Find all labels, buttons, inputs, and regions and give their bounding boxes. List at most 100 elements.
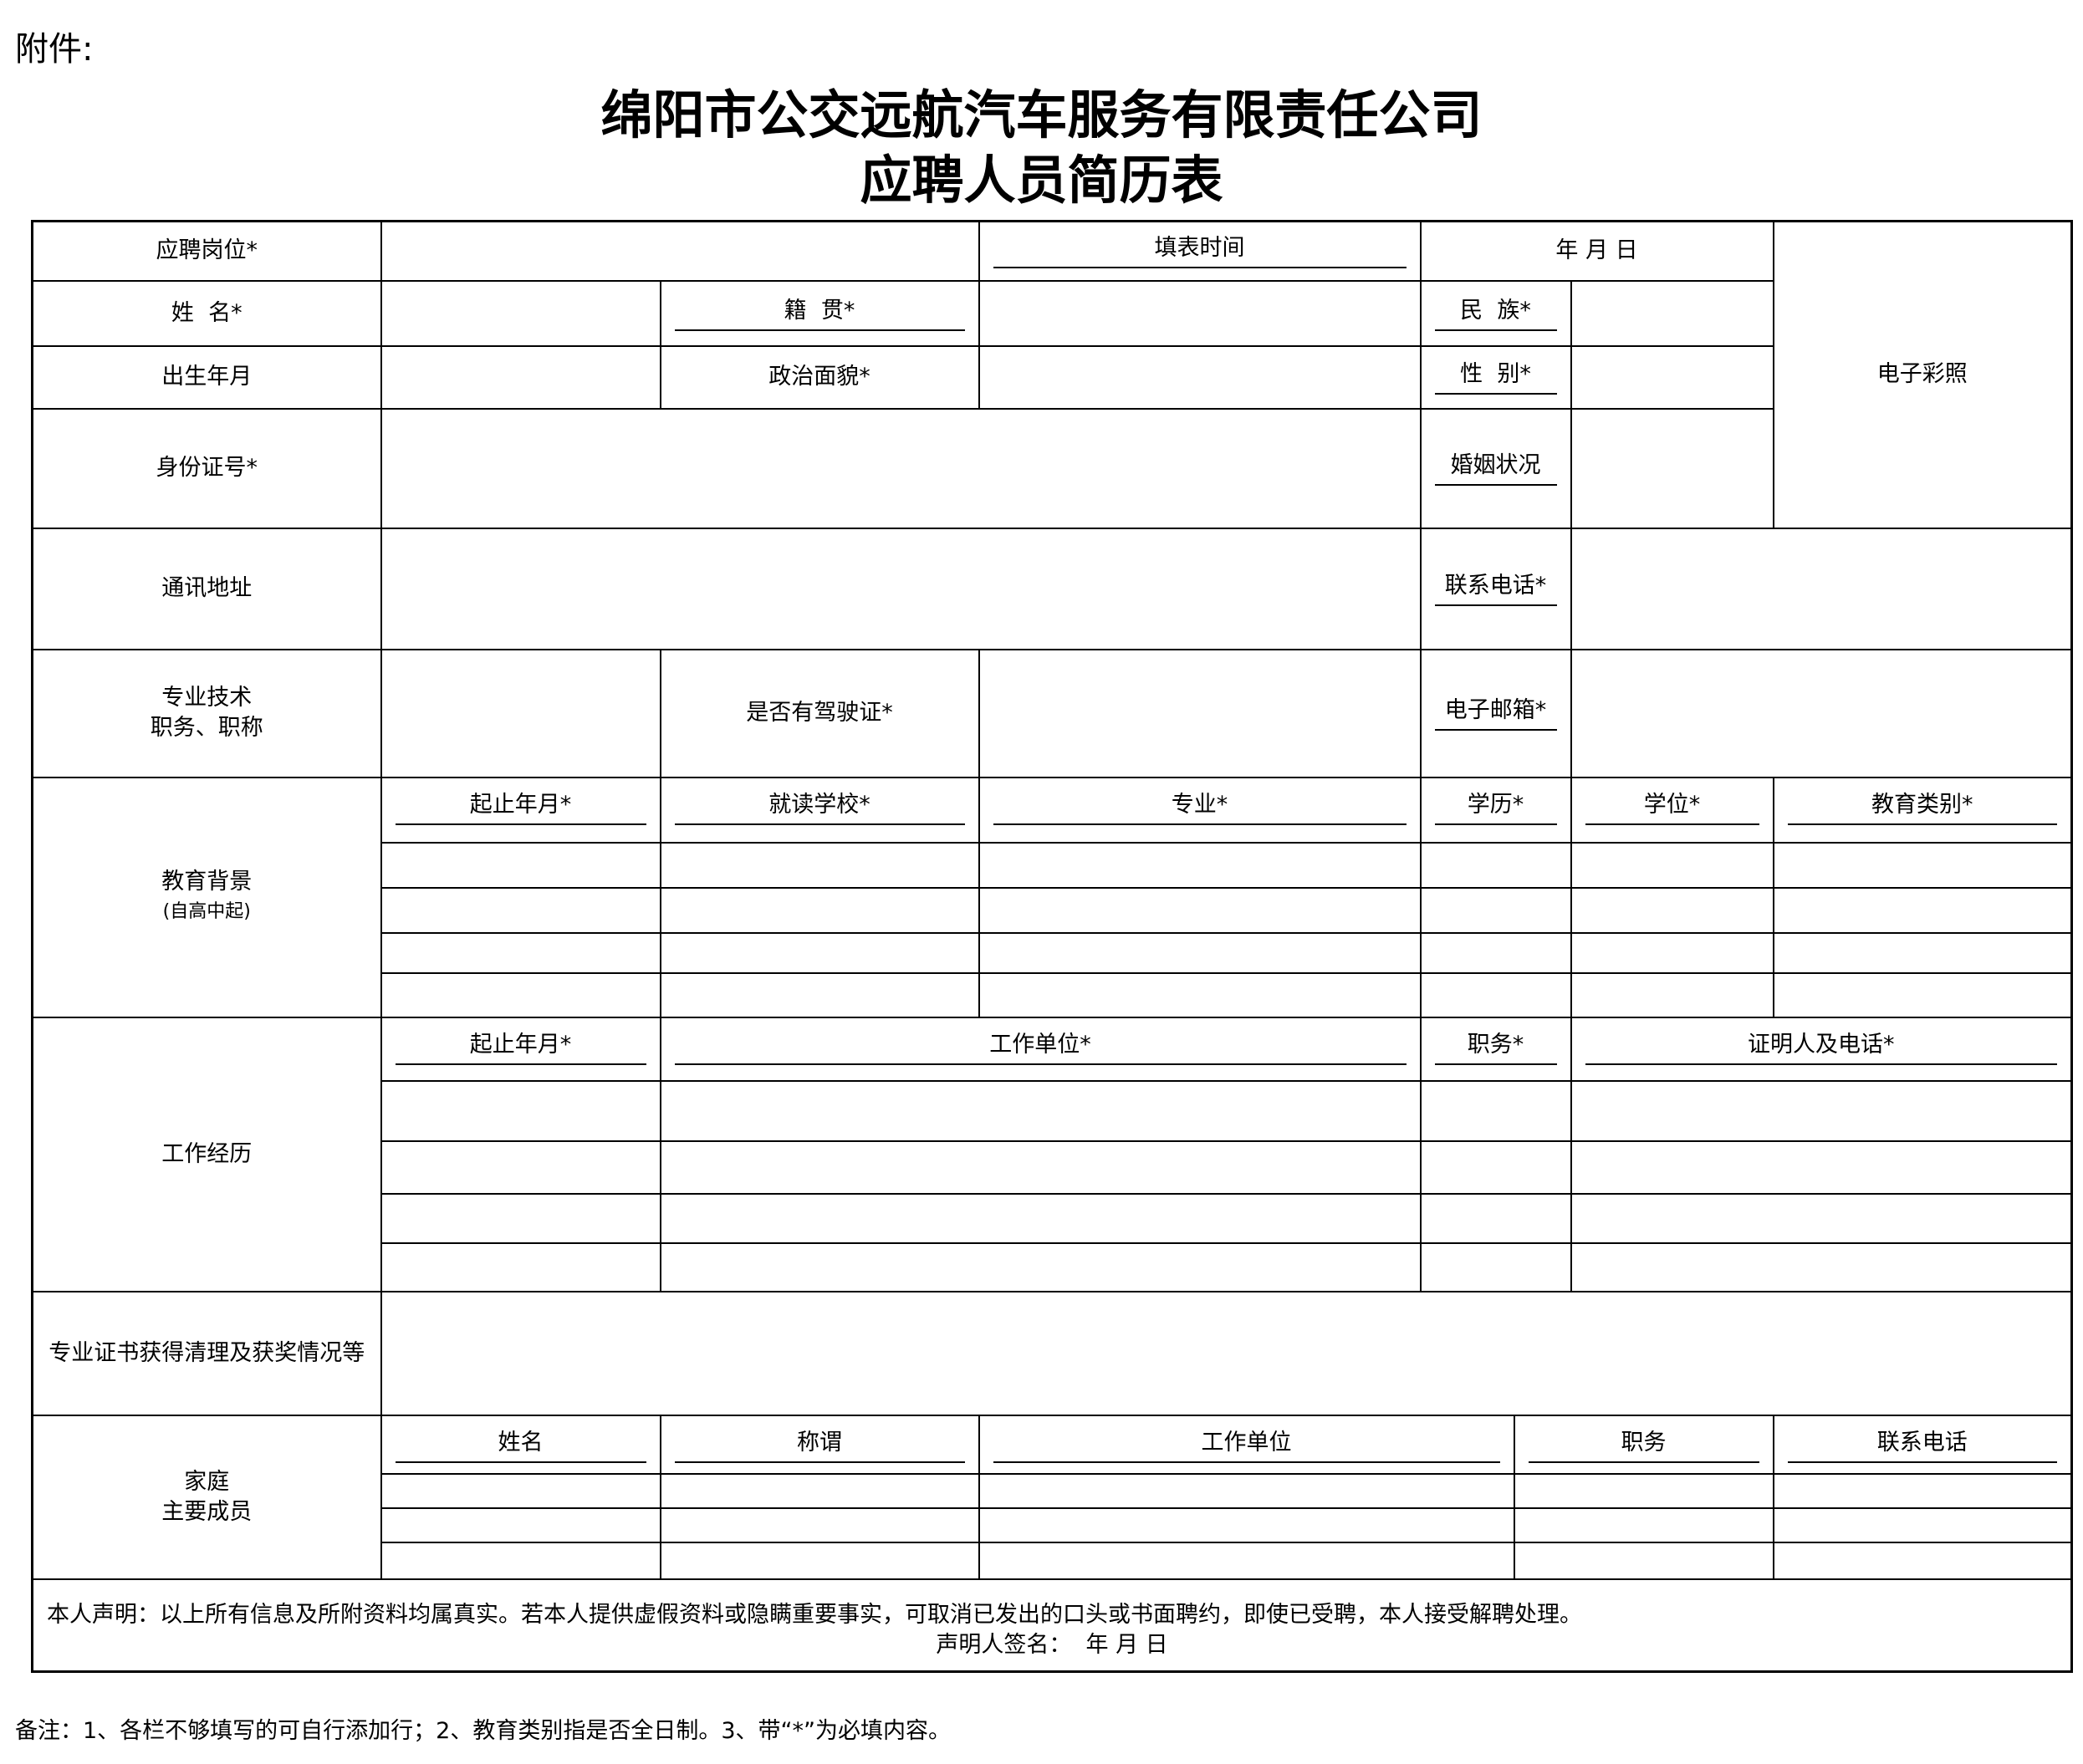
cell[interactable] xyxy=(1772,1541,2073,1580)
cell[interactable] xyxy=(380,1241,661,1292)
family-header: 职务 xyxy=(1513,1414,1774,1475)
cell[interactable] xyxy=(978,931,1422,974)
cell[interactable] xyxy=(1570,1192,2073,1244)
cell[interactable] xyxy=(1570,1139,2073,1195)
cell[interactable] xyxy=(1419,1192,1572,1244)
email-field[interactable] xyxy=(1570,648,2073,778)
cell[interactable] xyxy=(1513,1472,1774,1509)
cell[interactable] xyxy=(1419,1079,1572,1142)
cell[interactable] xyxy=(1419,1241,1572,1292)
education-label: 教育背景 (自高中起) xyxy=(31,776,382,1018)
gender-field[interactable] xyxy=(1570,344,1774,410)
gender-label: 性 别* xyxy=(1419,344,1572,410)
cell[interactable] xyxy=(380,971,661,1018)
cell[interactable] xyxy=(1419,886,1572,934)
cell[interactable] xyxy=(1419,841,1572,889)
birth-field[interactable] xyxy=(380,344,661,410)
cell[interactable] xyxy=(1570,886,1774,934)
fill-date-field[interactable]: 年 月 日 xyxy=(1419,220,1774,282)
cell[interactable] xyxy=(659,1192,1422,1244)
professional-title-label: 专业技术 职务、职称 xyxy=(31,648,382,778)
cell[interactable] xyxy=(659,886,980,934)
ethnicity-field[interactable] xyxy=(1570,279,1774,347)
family-header: 姓名 xyxy=(380,1414,661,1475)
marital-field[interactable] xyxy=(1570,407,1774,529)
cell[interactable] xyxy=(978,841,1422,889)
license-field[interactable] xyxy=(978,648,1422,778)
cell[interactable] xyxy=(659,1241,1422,1292)
cell[interactable] xyxy=(978,1507,1515,1543)
cell[interactable] xyxy=(659,1507,980,1543)
work-row xyxy=(33,1192,2073,1244)
edu-header: 教育类别* xyxy=(1772,776,2073,844)
education-row xyxy=(33,841,2073,889)
edu-header: 就读学校* xyxy=(659,776,980,844)
declaration-text: 本人声明：以上所有信息及所附资料均属真实。若本人提供虚假资料或隐瞒重要事实，可取… xyxy=(47,1601,1582,1628)
cell[interactable] xyxy=(380,1139,661,1195)
cell[interactable] xyxy=(380,1507,661,1543)
cell[interactable] xyxy=(978,886,1422,934)
education-row xyxy=(33,886,2073,934)
cell[interactable] xyxy=(659,971,980,1018)
work-header: 起止年月* xyxy=(380,1016,661,1082)
cell[interactable] xyxy=(1570,841,1774,889)
family-header: 工作单位 xyxy=(978,1414,1515,1475)
cell[interactable] xyxy=(380,1192,661,1244)
name-field[interactable] xyxy=(380,279,661,347)
cell[interactable] xyxy=(1772,1507,2073,1543)
email-label: 电子邮箱* xyxy=(1419,648,1572,778)
phone-label: 联系电话* xyxy=(1419,527,1572,650)
cell[interactable] xyxy=(1513,1507,1774,1543)
professional-title-field[interactable] xyxy=(380,648,661,778)
cell[interactable] xyxy=(1570,931,1774,974)
cell[interactable] xyxy=(380,931,661,974)
cell[interactable] xyxy=(1570,1079,2073,1142)
cell[interactable] xyxy=(1772,841,2073,889)
page-subtitle: 应聘人员简历表 xyxy=(860,150,1223,211)
cell[interactable] xyxy=(978,1472,1515,1509)
cell[interactable] xyxy=(978,971,1422,1018)
cell[interactable] xyxy=(1772,971,2073,1018)
position-label: 应聘岗位* xyxy=(31,220,382,282)
cell[interactable] xyxy=(659,931,980,974)
cell[interactable] xyxy=(380,886,661,934)
cell[interactable] xyxy=(1419,931,1572,974)
photo-field[interactable]: 电子彩照 xyxy=(1772,220,2073,529)
work-header: 职务* xyxy=(1419,1016,1572,1082)
political-field[interactable] xyxy=(978,344,1422,410)
declaration-signature[interactable]: 声明人签名： 年 月 日 xyxy=(936,1631,1168,1658)
cell[interactable] xyxy=(659,1541,980,1580)
cell[interactable] xyxy=(659,841,980,889)
cell[interactable] xyxy=(659,1472,980,1509)
work-row xyxy=(33,1139,2073,1195)
cell[interactable] xyxy=(1772,1472,2073,1509)
cell[interactable] xyxy=(380,1472,661,1509)
cell[interactable] xyxy=(1772,931,2073,974)
cell[interactable] xyxy=(659,1079,1422,1142)
cell[interactable] xyxy=(380,841,661,889)
certificates-field[interactable] xyxy=(380,1290,2073,1416)
family-header: 联系电话 xyxy=(1772,1414,2073,1475)
cell[interactable] xyxy=(1513,1541,1774,1580)
id-number-field[interactable] xyxy=(380,407,1422,529)
name-label: 姓 名* xyxy=(31,279,382,347)
cell[interactable] xyxy=(380,1079,661,1142)
native-place-field[interactable] xyxy=(978,279,1422,347)
address-field[interactable] xyxy=(380,527,1422,650)
cell[interactable] xyxy=(978,1541,1515,1580)
cell[interactable] xyxy=(1570,1241,2073,1292)
cell[interactable] xyxy=(1419,971,1572,1018)
phone-field[interactable] xyxy=(1570,527,2073,650)
certificates-label: 专业证书获得清理及获奖情况等 xyxy=(31,1290,382,1416)
cell[interactable] xyxy=(380,1541,661,1580)
work-header: 证明人及电话* xyxy=(1570,1016,2073,1082)
cell[interactable] xyxy=(1419,1139,1572,1195)
cell[interactable] xyxy=(659,1139,1422,1195)
position-field[interactable] xyxy=(380,220,980,282)
cell[interactable] xyxy=(1570,971,1774,1018)
education-row xyxy=(33,931,2073,974)
edu-header: 起止年月* xyxy=(380,776,661,844)
cell[interactable] xyxy=(1772,886,2073,934)
work-label: 工作经历 xyxy=(31,1016,382,1292)
edu-header: 学历* xyxy=(1419,776,1572,844)
